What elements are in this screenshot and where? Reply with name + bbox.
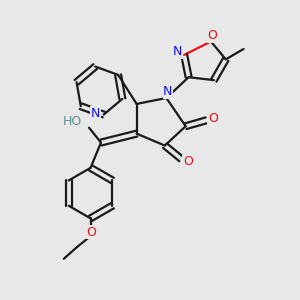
Text: O: O — [208, 112, 218, 125]
Text: O: O — [208, 29, 218, 42]
Text: N: N — [173, 45, 182, 58]
Text: O: O — [86, 226, 96, 238]
Text: N: N — [163, 85, 172, 98]
Text: O: O — [183, 155, 193, 168]
Text: N: N — [91, 106, 100, 120]
Text: HO: HO — [62, 115, 82, 128]
